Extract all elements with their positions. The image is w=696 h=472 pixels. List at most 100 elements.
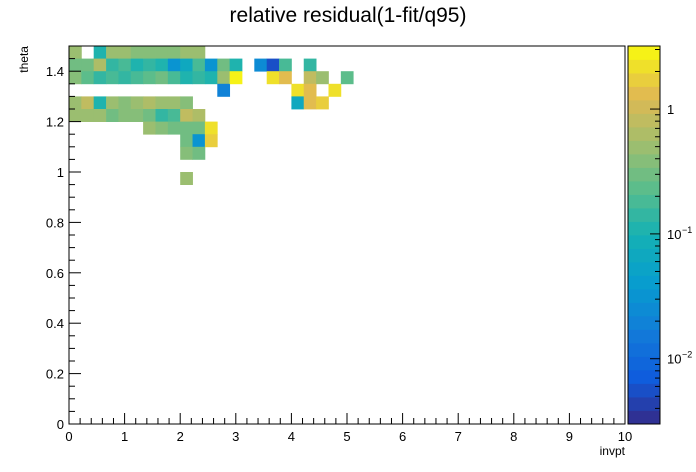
y-axis-label: theta [17, 46, 31, 73]
colorbar-segment [628, 275, 660, 290]
x-tick-label: 5 [343, 429, 350, 444]
heatmap-cell [167, 96, 181, 110]
heatmap-cell [340, 71, 354, 85]
colorbar-segment [628, 181, 660, 195]
heatmap-cell [192, 121, 206, 135]
colorbar-segment [628, 73, 660, 87]
heatmap-cell [118, 71, 132, 85]
heatmap-cell [180, 46, 193, 59]
heatmap-cell [167, 121, 181, 135]
heatmap-cell [266, 71, 280, 85]
colorbar-segment [628, 316, 660, 330]
heatmap-cell [106, 71, 119, 85]
colorbar-segment [628, 208, 660, 222]
heatmap-cell [155, 96, 169, 110]
colorbar-segment [628, 59, 660, 74]
heatmap-cell [180, 96, 193, 110]
colorbar-segment [628, 356, 660, 371]
heatmap-cell [217, 58, 231, 72]
colorbar-segment [628, 194, 660, 209]
heatmap-cell [143, 121, 156, 135]
heatmap-cell [180, 58, 193, 72]
heatmap-cell [192, 146, 206, 160]
y-tick-label: 0 [57, 417, 64, 432]
heatmap-cell [69, 46, 82, 59]
heatmap-cell [155, 109, 169, 122]
heatmap-cell [130, 109, 144, 122]
heatmap-cell [266, 58, 280, 72]
colorbar-segment [628, 397, 660, 411]
colorbar-segment [628, 235, 660, 249]
heatmap-cell [192, 109, 206, 122]
x-axis: 0 1 2 3 4 5 6 7 8 9 10 [65, 413, 632, 444]
colorbar-segment [628, 248, 660, 263]
colorbar-segment [628, 46, 660, 60]
heatmap-cell [303, 83, 317, 97]
heatmap-cell [229, 58, 243, 72]
y-tick-label: 0.2 [46, 367, 64, 382]
colorbar-tick-label: 10 [667, 227, 681, 242]
x-tick-label: 3 [232, 429, 239, 444]
colorbar-segment [628, 370, 660, 384]
heatmap-cell [291, 83, 305, 97]
heatmap-cell [204, 58, 218, 72]
colorbar-segment [628, 113, 660, 128]
colorbar-segment [628, 167, 660, 182]
heatmap-cell [143, 46, 156, 59]
x-tick-label: 7 [455, 429, 462, 444]
chart-title: relative residual(1-fit/q95) [230, 4, 467, 27]
x-tick-label: 6 [399, 429, 406, 444]
heatmap-cell [93, 96, 107, 110]
heatmap-cell [279, 58, 292, 72]
colorbar-segment [628, 86, 660, 101]
heatmap-cell [143, 58, 156, 72]
heatmap-cell [130, 46, 144, 59]
heatmap-cell [192, 58, 206, 72]
heatmap-cell [93, 58, 107, 72]
colorbar-segment [628, 383, 660, 398]
heatmap-cell [81, 109, 95, 122]
heatmap-cell [303, 58, 317, 72]
heatmap-cell [167, 46, 181, 59]
heatmap-cell [93, 46, 107, 59]
colorbar-segment [628, 221, 660, 236]
heatmap-cell [93, 71, 107, 85]
heatmap-cell [180, 121, 193, 135]
heatmap-cell [180, 146, 193, 160]
colorbar-tick-exponent: −2 [682, 350, 692, 360]
heatmap-cell [155, 121, 169, 135]
heatmap-cell [143, 96, 156, 110]
heatmap-cell [118, 96, 132, 110]
heatmap-cell [192, 71, 206, 85]
heatmap-cells [69, 46, 354, 185]
heatmap-cell [106, 96, 119, 110]
y-tick-label: 0.4 [46, 316, 64, 331]
heatmap-cell [106, 46, 119, 59]
heatmap-cell [316, 96, 329, 110]
heatmap-cell [69, 58, 82, 72]
heatmap-cell [155, 46, 169, 59]
colorbar-tick-label: 10 [667, 352, 681, 367]
heatmap-cell [229, 71, 243, 85]
heatmap-cell [167, 109, 181, 122]
heatmap-cell [217, 71, 231, 85]
heatmap-cell [192, 134, 206, 148]
x-tick-label: 4 [288, 429, 295, 444]
colorbar-segment [628, 140, 660, 155]
heatmap-cell [118, 46, 132, 59]
heatmap-cell [167, 71, 181, 85]
heatmap-cell [118, 109, 132, 122]
x-tick-label: 1 [121, 429, 128, 444]
heatmap-cell [180, 109, 193, 122]
heatmap-cell [204, 121, 218, 135]
x-tick-label: 0 [65, 429, 72, 444]
y-tick-label: 1 [57, 165, 64, 180]
heatmap-cell [204, 71, 218, 85]
heatmap-cell [291, 96, 305, 110]
colorbar-segment [628, 329, 660, 344]
x-tick-label: 9 [566, 429, 573, 444]
heatmap-cell [106, 109, 119, 122]
heatmap-cell [106, 58, 119, 72]
colorbar-segment [628, 302, 660, 317]
heatmap-cell [279, 71, 292, 85]
